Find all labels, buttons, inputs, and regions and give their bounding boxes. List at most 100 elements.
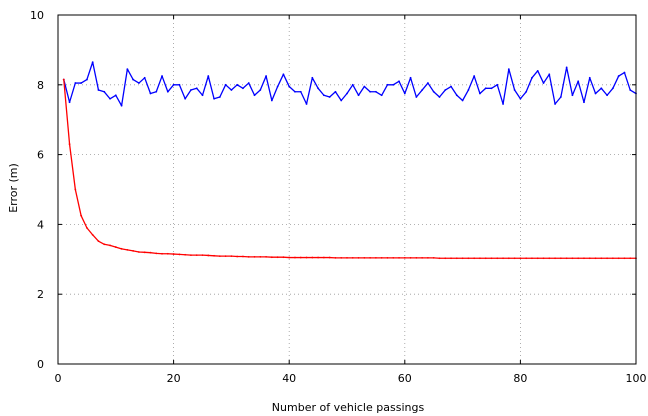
data-point: [421, 257, 424, 259]
x-tick-label: 40: [282, 372, 296, 385]
data-point: [571, 257, 574, 260]
data-point: [438, 257, 441, 260]
data-point: [606, 94, 608, 97]
data-point: [611, 257, 614, 260]
data-point: [68, 101, 71, 104]
data-point: [398, 257, 400, 259]
data-point: [606, 257, 608, 260]
data-point: [444, 257, 447, 260]
data-point: [149, 251, 152, 254]
data-point: [62, 78, 65, 81]
data-point: [467, 257, 470, 260]
data-point: [317, 87, 319, 90]
data-point: [322, 94, 325, 97]
data-point: [282, 256, 285, 259]
data-point: [519, 257, 522, 260]
data-point: [230, 255, 233, 258]
data-point: [184, 253, 187, 256]
data-point: [455, 257, 458, 260]
data-point: [554, 257, 556, 260]
data-point: [513, 257, 516, 260]
data-point: [357, 94, 360, 97]
data-point: [138, 82, 140, 84]
data-point: [166, 90, 169, 93]
data-point: [450, 85, 452, 88]
data-point: [97, 89, 100, 91]
data-point: [178, 83, 181, 86]
data-point: [415, 96, 418, 98]
data-point: [294, 90, 296, 93]
data-point: [542, 82, 545, 84]
x-tick-label: 0: [55, 372, 62, 385]
data-point: [473, 75, 476, 77]
data-point: [126, 248, 129, 251]
data-point: [438, 96, 441, 98]
data-point: [531, 257, 533, 260]
data-point: [132, 78, 135, 81]
data-point: [432, 257, 435, 259]
y-tick-label: 2: [37, 288, 44, 301]
data-point: [288, 256, 291, 259]
data-point: [577, 257, 580, 260]
data-point: [559, 96, 562, 98]
data-point: [629, 257, 632, 260]
data-point: [600, 257, 603, 260]
data-point: [242, 255, 244, 258]
data-point: [201, 254, 204, 257]
data-point: [536, 257, 539, 260]
data-point: [253, 94, 256, 97]
data-point: [311, 76, 314, 79]
data-point: [427, 82, 429, 84]
data-point: [507, 68, 510, 70]
data-point: [392, 257, 395, 259]
data-point: [351, 83, 354, 86]
y-axis-title: Error (m): [7, 163, 20, 213]
data-point: [583, 257, 585, 260]
data-point: [496, 257, 499, 260]
data-point: [149, 92, 152, 95]
series-line-1: [63, 61, 637, 107]
data-point: [207, 75, 210, 77]
data-point: [242, 87, 244, 90]
data-point: [583, 101, 585, 104]
data-point: [519, 97, 522, 100]
data-point: [305, 103, 308, 105]
data-point: [276, 85, 279, 88]
data-point: [340, 99, 343, 102]
data-point: [74, 188, 77, 191]
data-point: [513, 89, 516, 91]
data-point: [86, 226, 88, 229]
data-point: [80, 214, 83, 217]
data-point: [479, 92, 481, 95]
data-point: [68, 143, 71, 146]
x-tick-label: 100: [626, 372, 647, 385]
data-point: [155, 252, 158, 255]
data-point: [565, 257, 568, 260]
data-point: [502, 103, 504, 105]
data-point: [132, 250, 135, 252]
data-point: [415, 257, 418, 259]
data-point: [195, 254, 198, 257]
data-point: [629, 89, 632, 91]
data-point: [340, 257, 343, 259]
data-point: [299, 90, 302, 93]
data-point: [380, 257, 383, 259]
data-point: [427, 257, 429, 259]
data-point: [114, 246, 117, 248]
data-point: [403, 92, 406, 95]
data-point: [531, 76, 533, 79]
data-point: [386, 257, 389, 259]
data-point: [594, 257, 597, 260]
data-point: [375, 90, 377, 93]
data-point: [623, 257, 626, 260]
data-point: [97, 240, 100, 243]
data-point: [80, 82, 83, 84]
data-point: [224, 255, 227, 258]
data-point: [253, 255, 256, 258]
data-point: [369, 257, 372, 259]
data-point: [213, 97, 215, 100]
data-point: [166, 252, 169, 255]
data-point: [294, 256, 296, 259]
